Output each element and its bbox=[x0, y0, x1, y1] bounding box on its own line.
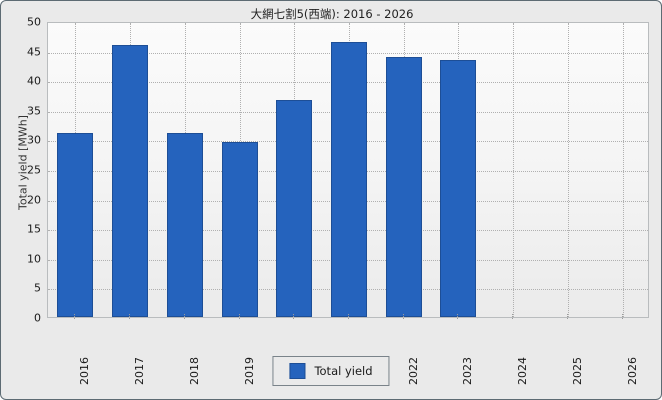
x-tick-mark-2019 bbox=[238, 314, 240, 319]
y-tick-label-30: 30 bbox=[27, 133, 41, 147]
x-tick-label-2023: 2023 bbox=[461, 357, 475, 385]
y-tick-label-35: 35 bbox=[27, 104, 41, 118]
y-tick-label-40: 40 bbox=[27, 74, 41, 88]
chart-title: 大網七割5(西端): 2016 - 2026 bbox=[250, 7, 414, 21]
bar-2018[interactable] bbox=[166, 132, 203, 317]
x-tick-label-2022: 2022 bbox=[406, 357, 420, 385]
bar-2023[interactable] bbox=[440, 60, 477, 317]
y-tick-label-10: 10 bbox=[27, 252, 41, 266]
y-tick-label-5: 5 bbox=[34, 281, 41, 295]
y-tick-label-45: 45 bbox=[27, 45, 41, 59]
bar-2020[interactable] bbox=[276, 99, 313, 317]
y-axis-ticks: 0 5 10 15 20 25 30 35 40 45 50 bbox=[27, 16, 649, 325]
y-tick-label-15: 15 bbox=[27, 222, 41, 236]
x-tick-mark-2024 bbox=[512, 314, 514, 319]
bar-2022[interactable] bbox=[385, 56, 422, 317]
gridline-x-2025 bbox=[567, 23, 569, 317]
y-tick-label-25: 25 bbox=[27, 163, 41, 177]
x-tick-label-2026: 2026 bbox=[625, 357, 639, 385]
bar-2017[interactable] bbox=[112, 44, 149, 317]
x-tick-label-2024: 2024 bbox=[516, 357, 530, 385]
y-tick-label-20: 20 bbox=[27, 193, 41, 207]
x-tick-mark-2021 bbox=[348, 314, 349, 319]
x-tick-mark-2020 bbox=[293, 314, 295, 319]
x-tick-mark-2025 bbox=[566, 314, 568, 319]
x-tick-label-2017: 2017 bbox=[133, 357, 147, 385]
y-tick-label-50: 50 bbox=[27, 15, 41, 29]
x-tick-mark-2017 bbox=[129, 314, 131, 319]
x-axis-ticks: 2016201720182019202020212022202320242025… bbox=[47, 314, 649, 385]
x-tick-label-2016: 2016 bbox=[78, 357, 92, 385]
bar-2016[interactable] bbox=[57, 133, 94, 317]
x-tick-mark-2022 bbox=[402, 314, 404, 319]
x-tick-label-2025: 2025 bbox=[570, 357, 584, 385]
bar-2021[interactable] bbox=[331, 42, 367, 317]
chart-legend[interactable]: Total yield bbox=[272, 356, 390, 386]
gridline-x-2024 bbox=[513, 23, 515, 317]
y-tick-label-0: 0 bbox=[34, 311, 41, 325]
x-tick-label-2019: 2019 bbox=[242, 357, 256, 385]
x-tick-label-2018: 2018 bbox=[187, 357, 201, 385]
x-tick-mark-2016 bbox=[74, 314, 76, 319]
legend-swatch-total-yield bbox=[289, 363, 306, 379]
legend-label-total-yield: Total yield bbox=[314, 364, 373, 378]
gridline-x-2026 bbox=[622, 23, 624, 317]
x-tick-mark-2023 bbox=[457, 314, 459, 319]
x-tick-mark-2018 bbox=[183, 314, 185, 319]
bar-2019[interactable] bbox=[221, 142, 258, 317]
x-tick-mark-2026 bbox=[621, 314, 623, 319]
plot-area bbox=[47, 22, 649, 318]
